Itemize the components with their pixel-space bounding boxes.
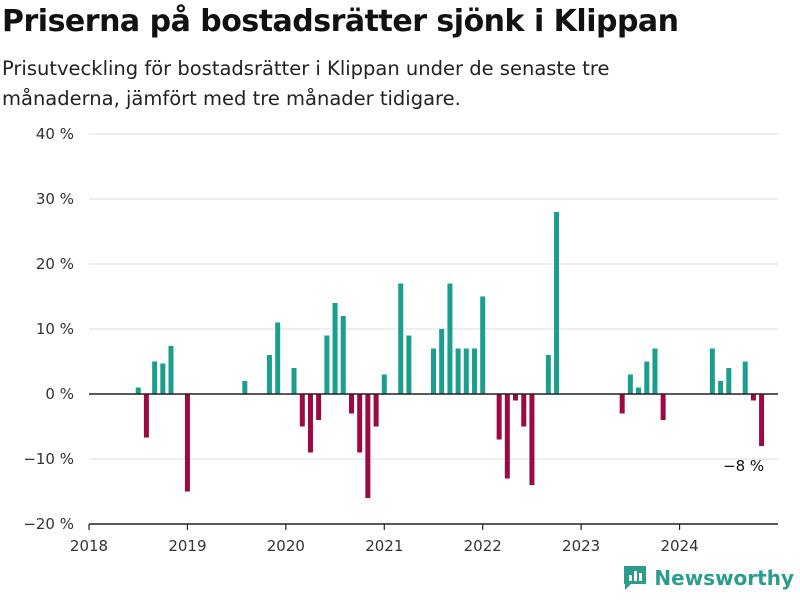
bar <box>529 394 535 485</box>
bar <box>636 387 642 394</box>
y-tick-label: 30 % <box>36 190 74 208</box>
bar <box>143 394 149 438</box>
bar <box>521 394 527 427</box>
bar <box>406 335 412 394</box>
bar <box>431 348 436 394</box>
bar <box>480 296 486 394</box>
bar <box>349 394 355 414</box>
y-tick-label: −10 % <box>23 450 74 468</box>
bar <box>718 381 724 394</box>
bar <box>447 283 453 394</box>
bar <box>299 394 305 427</box>
y-tick-label: 20 % <box>36 255 74 273</box>
bar <box>545 355 551 394</box>
grid-lines <box>89 133 778 460</box>
bar <box>472 348 478 394</box>
newsworthy-logo-icon <box>624 566 647 590</box>
chart-title: Priserna på bostadsrätter sjönk i Klippa… <box>2 4 679 39</box>
bar <box>554 212 560 394</box>
x-tick-label: 2018 <box>70 537 108 555</box>
bar <box>619 394 625 414</box>
bar <box>332 303 338 394</box>
x-tick-label: 2023 <box>562 537 600 555</box>
bar <box>496 394 502 440</box>
x-tick-label: 2024 <box>660 537 698 555</box>
bar <box>381 374 387 394</box>
bar <box>275 322 281 394</box>
axes: −20 % −10 % 0 % 10 % 20 % 30 % 40 % 2018 2019 202… <box>23 125 778 555</box>
bars <box>135 212 765 498</box>
bar <box>324 335 330 394</box>
bar <box>242 381 248 394</box>
bar <box>455 348 461 394</box>
x-tick-label: 2022 <box>464 537 502 555</box>
bar <box>184 394 190 492</box>
bar <box>168 345 174 394</box>
bar <box>160 363 166 394</box>
chart-subtitle: Prisutveckling för bostadsrätter i Klipp… <box>2 57 610 110</box>
bar <box>307 394 313 453</box>
bar <box>644 361 650 394</box>
bar <box>316 394 322 420</box>
bar <box>135 387 141 394</box>
y-tick-label: 10 % <box>36 320 74 338</box>
y-tick-label: 40 % <box>36 125 74 143</box>
bar <box>652 348 658 394</box>
bar <box>627 374 633 394</box>
bar <box>365 394 371 498</box>
bar <box>152 361 158 394</box>
bar <box>463 348 469 394</box>
bar <box>291 368 297 394</box>
brand-name: Newsworthy <box>654 566 794 590</box>
bar <box>512 394 518 401</box>
bar <box>660 394 666 420</box>
bar <box>504 394 510 479</box>
bar <box>373 394 379 427</box>
y-tick-label: 0 % <box>45 385 74 403</box>
last-value-annotation: −8 % <box>723 457 764 475</box>
brand: Newsworthy <box>622 564 794 592</box>
x-tick-label: 2019 <box>168 537 206 555</box>
bar <box>266 355 272 394</box>
bar <box>357 394 363 453</box>
x-tick-label: 2020 <box>267 537 305 555</box>
y-tick-label: −20 % <box>23 515 74 533</box>
x-tick-label: 2021 <box>365 537 403 555</box>
bar <box>759 394 765 446</box>
bar <box>439 329 445 394</box>
bar <box>742 361 748 394</box>
bar <box>709 348 715 394</box>
bar <box>726 368 732 394</box>
bar <box>340 316 346 394</box>
bar <box>398 283 404 394</box>
bar <box>750 394 756 401</box>
